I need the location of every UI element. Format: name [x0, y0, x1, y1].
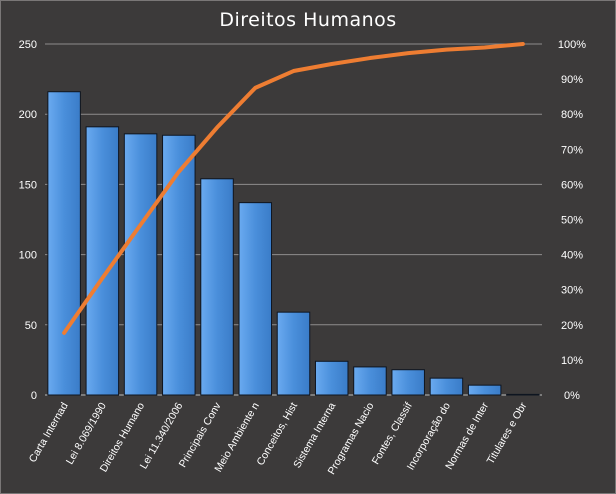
chart-title: Direitos Humanos — [219, 9, 397, 31]
bar — [162, 134, 196, 396]
x-axis-category-label: Titulares e Obr — [485, 400, 530, 466]
bar — [314, 360, 349, 396]
x-axis-category-label: Conceitos, Hist — [254, 400, 300, 467]
y2-axis-tick-label: 30% — [561, 285, 583, 297]
y-axis-tick-label: 0 — [31, 390, 37, 402]
y-axis-tick-label: 250 — [19, 39, 37, 51]
x-axis-category-label: Carta Internad — [27, 400, 71, 464]
bar — [47, 91, 81, 396]
y2-axis-tick-label: 0% — [564, 390, 580, 402]
bar — [123, 133, 158, 396]
y-axis-tick-label: 150 — [19, 179, 37, 191]
bar — [238, 202, 273, 396]
bar — [467, 384, 502, 396]
y2-axis-tick-label: 10% — [561, 355, 583, 367]
y-axis-tick-label: 100 — [19, 250, 37, 262]
bar — [429, 377, 464, 396]
y2-axis-tick-label: 90% — [561, 74, 583, 86]
y-axis-tick-label: 200 — [19, 109, 37, 121]
cumulative-line — [62, 42, 525, 335]
bar — [391, 369, 425, 396]
bar — [200, 178, 234, 396]
y-axis-tick-label: 50 — [25, 320, 37, 332]
x-axis-category-label: Fontes, Classif — [370, 400, 415, 466]
bar — [506, 393, 540, 396]
bar — [353, 366, 387, 396]
y2-axis-tick-label: 50% — [561, 215, 583, 227]
y2-axis-tick-label: 70% — [561, 144, 583, 156]
y2-axis-tick-label: 60% — [561, 179, 583, 191]
y2-axis-tick-label: 20% — [561, 320, 583, 332]
y2-axis-tick-label: 40% — [561, 250, 583, 262]
x-axis-category-label: Lei 8.069/1990 — [64, 400, 109, 466]
y2-axis-tick-label: 80% — [561, 109, 583, 121]
y2-axis-tick-label: 100% — [558, 39, 586, 51]
bar — [276, 311, 311, 396]
